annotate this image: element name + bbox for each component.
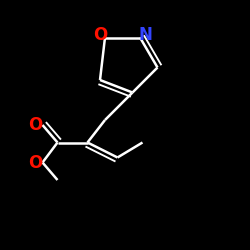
Text: O: O [28,116,42,134]
Text: O: O [93,26,107,44]
Text: N: N [138,26,152,44]
Text: O: O [28,154,42,172]
